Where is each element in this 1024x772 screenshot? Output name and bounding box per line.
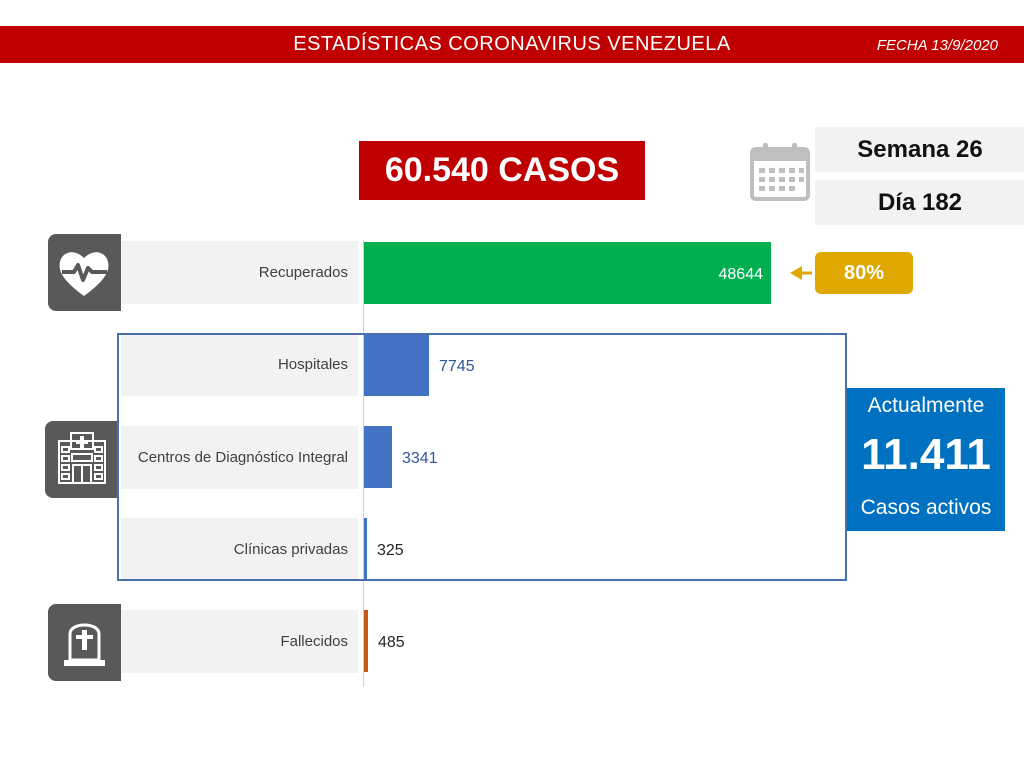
page-title: ESTADÍSTICAS CORONAVIRUS VENEZUELA xyxy=(293,33,731,55)
category-label-recuperados: Recuperados xyxy=(121,241,358,304)
value-label-hospitales: 7745 xyxy=(439,358,475,375)
bar-recuperados xyxy=(364,242,771,304)
bar-hospitales xyxy=(364,334,429,396)
value-label-clinicas: 325 xyxy=(377,542,404,559)
day-indicator: Día 182 xyxy=(815,180,1024,225)
heart-pulse-icon xyxy=(59,252,109,296)
value-label-recuperados: 48644 xyxy=(719,266,764,283)
category-label-hospitales: Hospitales xyxy=(121,333,358,396)
report-date: FECHA 13/9/2020 xyxy=(876,37,998,54)
active-label-bottom: Casos activos xyxy=(860,496,992,519)
deceased-icon-box xyxy=(48,604,121,681)
bar-fallecidos xyxy=(364,610,368,672)
header-bar: ESTADÍSTICAS CORONAVIRUS VENEZUELA FECHA… xyxy=(0,26,1024,63)
active-cases-box: Actualmente 11.411 Casos activos xyxy=(847,388,1005,531)
total-cases-badge: 60.540 CASOS xyxy=(359,141,645,200)
category-label-fallecidos: Fallecidos xyxy=(121,610,358,673)
hospital-icon-box xyxy=(45,421,118,498)
category-label-cdi: Centros de Diagnóstico Integral xyxy=(121,426,358,489)
chart-axis xyxy=(363,240,364,687)
bar-clinicas xyxy=(364,518,367,580)
recovered-percent-badge: 80% xyxy=(815,252,913,294)
active-label-top: Actualmente xyxy=(867,394,985,417)
value-label-cdi: 3341 xyxy=(402,450,438,467)
category-label-clinicas: Clínicas privadas xyxy=(121,518,358,581)
active-cases-value: 11.411 xyxy=(861,430,991,479)
bar-cdi xyxy=(364,426,392,488)
active-cases-frame xyxy=(117,333,847,581)
value-label-fallecidos: 485 xyxy=(378,634,405,651)
hospital-icon xyxy=(58,432,106,484)
recovered-icon-box xyxy=(48,234,121,311)
gravestone-icon xyxy=(64,623,105,666)
arrow-head xyxy=(790,266,802,280)
week-indicator: Semana 26 xyxy=(815,127,1024,172)
calendar-icon xyxy=(750,143,810,201)
